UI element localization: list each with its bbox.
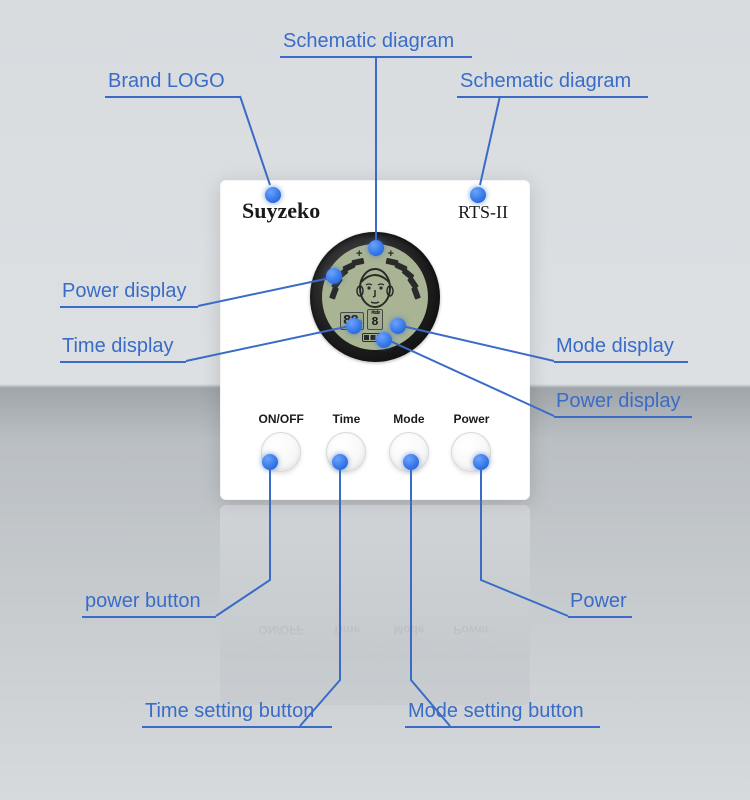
callout-underline: [280, 56, 472, 58]
callout-power_right: Power: [570, 590, 627, 613]
callout-underline: [568, 616, 632, 618]
callout-schematic_right: Schematic diagram: [460, 70, 631, 93]
callout-dot: [265, 187, 281, 203]
lcd-screen: + + 88s: [322, 244, 428, 350]
callout-mode_display: Mode display: [556, 335, 674, 358]
callout-dot: [403, 454, 419, 470]
model-label: RTS-II: [458, 202, 508, 223]
callout-dot: [470, 187, 486, 203]
callout-mode_setting: Mode setting button: [408, 700, 584, 723]
callout-underline: [105, 96, 240, 98]
device-panel: Suyzeko RTS-II + +: [220, 180, 530, 500]
callout-brand_logo: Brand LOGO: [108, 70, 225, 93]
callout-underline: [60, 306, 198, 308]
brand-logo: Suyzeko: [242, 198, 320, 224]
callout-underline: [554, 361, 688, 363]
callout-dot: [376, 332, 392, 348]
onoff-label: ON/OFF: [259, 412, 304, 426]
callout-dot: [262, 454, 278, 470]
device-reflection: ON/OFF Time Mode Power: [220, 505, 530, 705]
callout-power_button: power button: [85, 590, 201, 613]
callout-dot: [346, 318, 362, 334]
callout-underline: [554, 416, 692, 418]
callout-schematic_top: Schematic diagram: [283, 30, 454, 53]
callout-power_display_left: Power display: [62, 280, 187, 303]
mode-label: Mode: [389, 412, 429, 426]
time-label: Time: [326, 412, 366, 426]
brand-text: Suyzeko: [242, 198, 320, 223]
callout-underline: [405, 726, 600, 728]
callout-dot: [390, 318, 406, 334]
callout-dot: [368, 240, 384, 256]
callout-time_display: Time display: [62, 335, 174, 358]
callout-underline: [142, 726, 332, 728]
callout-underline: [457, 96, 648, 98]
callout-power_display_right: Power display: [556, 390, 681, 413]
mode-value: Mode 8: [367, 309, 383, 330]
callout-dot: [326, 268, 342, 284]
callout-dot: [332, 454, 348, 470]
callout-underline: [82, 616, 216, 618]
power-label: Power: [451, 412, 491, 426]
callout-dot: [473, 454, 489, 470]
callout-time_setting: Time setting button: [145, 700, 314, 723]
callout-underline: [60, 361, 186, 363]
